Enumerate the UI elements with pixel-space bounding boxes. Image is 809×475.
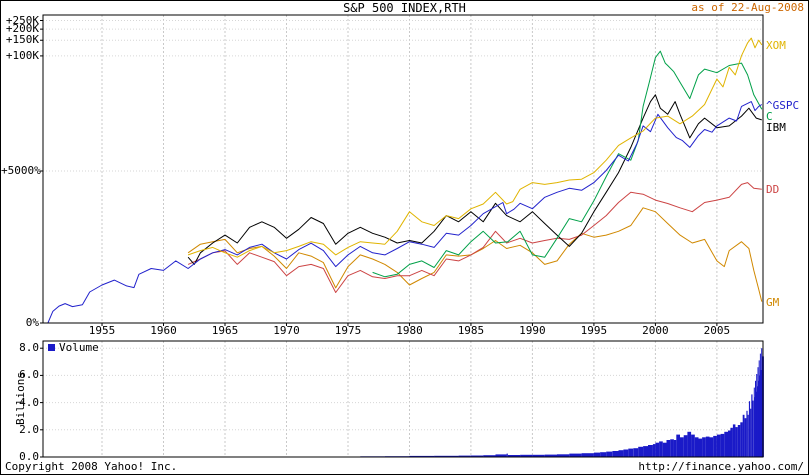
- volume-swatch-icon: [48, 344, 55, 351]
- y-tick-label: +100K: [5, 48, 39, 62]
- volume-bars: [47, 348, 764, 457]
- volume-axis-title: Billions: [14, 372, 27, 425]
- series-line-DD: [187, 182, 762, 293]
- x-tick-label: 1955: [88, 324, 116, 337]
- x-tick-label: 1990: [519, 324, 546, 337]
- series-line-IBM: [187, 94, 762, 265]
- as-of-date: as of 22-Aug-2008: [691, 1, 804, 14]
- x-tick-label: 2005: [703, 324, 731, 337]
- y-tick-label: +5000%: [1, 163, 41, 177]
- series-label-GSPC: ^GSPC: [766, 98, 800, 112]
- series-line-GSPC: [47, 101, 763, 324]
- y-tick-label: +200K: [5, 22, 39, 36]
- x-tick-label: 1985: [457, 324, 485, 337]
- volume-tick-label: 8.0: [19, 341, 39, 355]
- series-label-C: C: [766, 109, 773, 123]
- volume-tick-label: 6.0: [19, 368, 39, 382]
- axes: [40, 14, 764, 458]
- series-line-GM: [187, 207, 763, 302]
- y-tick-label: 0%: [25, 316, 39, 329]
- volume-tick-label: 2.0: [19, 422, 39, 436]
- chart-title: S&P 500 INDEX,RTH: [343, 1, 466, 15]
- x-tick-label: 1975: [334, 324, 362, 337]
- series-label-GM: GM: [766, 295, 780, 309]
- volume-legend-label: Volume: [59, 341, 99, 354]
- y-tick-label: +250K: [5, 13, 39, 27]
- x-tick-label: 1960: [150, 324, 177, 337]
- x-tick-label: 1995: [580, 324, 608, 337]
- copyright-text: Copyright 2008 Yahoo! Inc.: [5, 460, 178, 473]
- gridlines: [43, 15, 763, 457]
- series-line-XOM: [187, 37, 763, 258]
- series-label-XOM: XOM: [766, 38, 786, 52]
- volume-tick-label: 0.0: [19, 450, 39, 463]
- x-tick-label: 1980: [396, 324, 423, 337]
- volume-tick-label: 4.0: [19, 395, 39, 409]
- x-tick-label: 1965: [211, 324, 239, 337]
- series-label-DD: DD: [766, 183, 780, 197]
- y-tick-label: +150K: [5, 33, 39, 47]
- series-label-IBM: IBM: [766, 120, 786, 134]
- finance-url-link[interactable]: http://finance.yahoo.com/: [638, 460, 804, 473]
- x-tick-label: 2000: [642, 324, 669, 337]
- series-line-C: [372, 50, 763, 278]
- x-tick-label: 1970: [273, 324, 300, 337]
